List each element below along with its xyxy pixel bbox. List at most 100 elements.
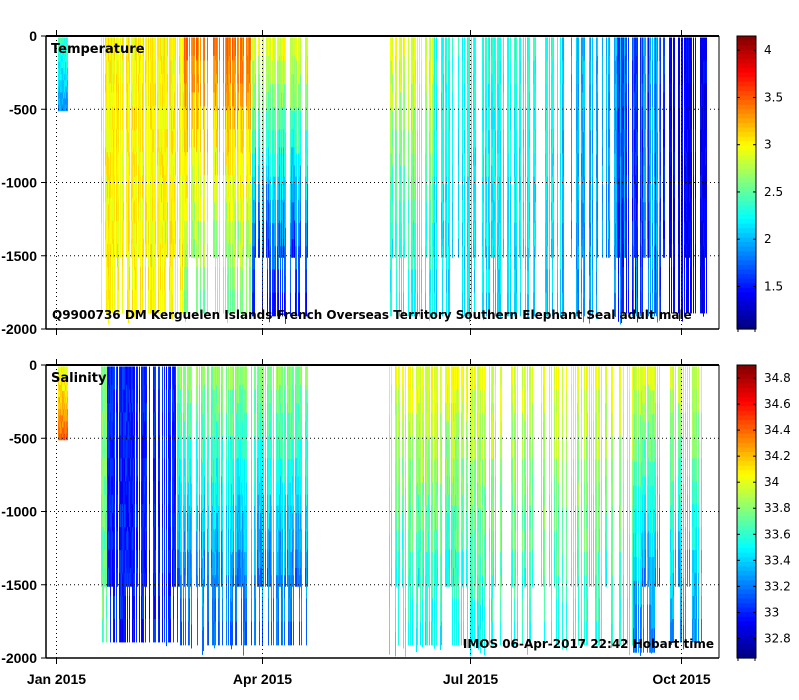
profile-cell — [150, 221, 151, 245]
profile-cell — [174, 476, 175, 496]
profile-cell — [684, 268, 685, 292]
profile-cell — [123, 37, 124, 57]
profile-cell — [131, 165, 132, 185]
profile-cell — [669, 152, 670, 176]
profile-cell — [217, 83, 218, 107]
profile-cell — [238, 184, 239, 203]
profile-cell — [473, 110, 474, 130]
profile-cell — [133, 74, 134, 93]
profile-cell — [408, 223, 409, 247]
profile-cell — [636, 129, 637, 148]
profile-cell — [528, 84, 529, 109]
profile-cell — [101, 421, 102, 441]
profile-cell — [161, 220, 162, 240]
profile-cell — [475, 238, 476, 258]
profile-cell — [656, 83, 657, 108]
profile-cell — [166, 622, 167, 647]
profile-cell — [117, 549, 118, 569]
profile-cell — [132, 481, 133, 505]
profile-cell — [172, 458, 173, 477]
profile-cell — [185, 84, 186, 109]
y-tick-label: -500 — [9, 101, 37, 117]
colorbar-swatch — [737, 127, 756, 133]
profile-cell — [274, 246, 275, 270]
colorbar-swatch — [737, 251, 756, 257]
profile-cell — [60, 104, 61, 112]
profile-cell — [493, 176, 494, 201]
profile-cell — [644, 220, 645, 240]
profile-cell — [293, 74, 294, 93]
profile-cell — [159, 435, 160, 459]
profile-cell — [145, 152, 146, 176]
profile-cell — [185, 179, 186, 204]
profile-cell — [101, 292, 102, 317]
profile-cell — [553, 184, 554, 203]
profile-cell — [702, 289, 703, 314]
profile-cell — [652, 130, 653, 154]
profile-cell — [436, 83, 437, 108]
profile-cell — [59, 80, 60, 87]
profile-cell — [128, 180, 129, 205]
colorbar-swatch — [737, 196, 756, 202]
profile-cell — [177, 513, 178, 532]
profile-cell — [178, 439, 179, 459]
profile-cell — [179, 202, 180, 222]
profile-cell — [171, 289, 172, 314]
profile-cell — [63, 74, 64, 81]
profile-cell — [615, 60, 616, 85]
profile-cell — [161, 55, 162, 75]
profile-cell — [194, 129, 195, 148]
profile-cell — [640, 152, 641, 176]
profile-cell — [129, 37, 130, 61]
profile-cell — [123, 618, 124, 643]
profile-cell — [143, 619, 144, 643]
profile-cell — [507, 83, 508, 108]
profile-cell — [681, 106, 682, 130]
colorbar-swatch — [737, 219, 756, 225]
profile-cell — [628, 60, 629, 84]
profile-cell — [706, 267, 707, 291]
profile-cell — [132, 175, 133, 199]
profile-cell — [298, 223, 299, 247]
profile-cell — [622, 175, 623, 199]
profile-cell — [262, 223, 263, 247]
profile-cell — [290, 223, 291, 247]
profile-cell — [65, 366, 66, 374]
profile-cell — [238, 55, 239, 75]
profile-cell — [125, 481, 126, 505]
profile-cell — [469, 274, 470, 299]
profile-cell — [700, 244, 701, 268]
profile-cell — [520, 176, 521, 201]
profile-cell — [647, 220, 648, 240]
profile-cell — [63, 61, 64, 69]
profile-cell — [508, 223, 509, 247]
profile-cell — [135, 221, 136, 245]
profile-cell — [263, 37, 264, 57]
profile-cell — [268, 165, 269, 185]
profile-cell — [673, 60, 674, 84]
profile-cell — [149, 389, 150, 413]
profile-cell — [144, 567, 145, 587]
profile-cell — [403, 246, 404, 270]
profile-cell — [701, 198, 702, 222]
profile-cell — [650, 83, 651, 108]
profile-cell — [503, 110, 504, 130]
profile-cell — [129, 175, 130, 199]
profile-cell — [464, 269, 465, 294]
profile-cell — [168, 573, 169, 597]
profile-cell — [392, 184, 393, 203]
profile-cell — [242, 60, 243, 85]
profile-cell — [111, 549, 112, 569]
profile-cell — [636, 55, 637, 75]
profile-cell — [491, 220, 492, 240]
profile-cell — [219, 37, 220, 61]
profile-cell — [305, 153, 306, 178]
profile-cell — [200, 198, 201, 222]
profile-cell — [63, 397, 64, 404]
profile-cell — [489, 153, 490, 178]
profile-cell — [232, 152, 233, 176]
profile-cell — [243, 165, 244, 185]
profile-cell — [693, 175, 694, 199]
profile-cell — [120, 618, 121, 643]
profile-cell — [259, 129, 260, 148]
